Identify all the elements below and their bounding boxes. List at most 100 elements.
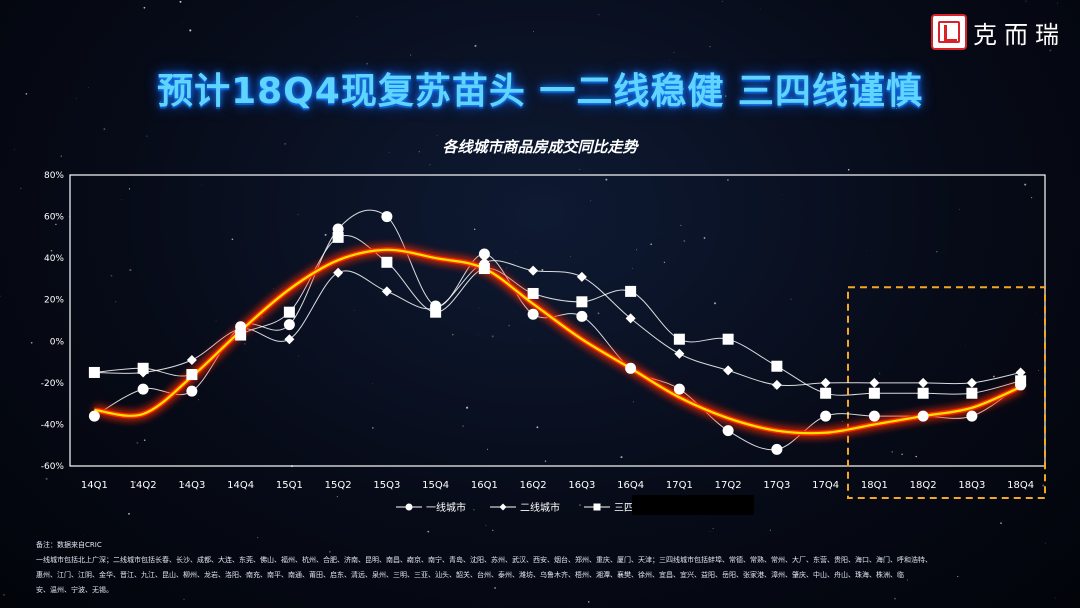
star <box>773 388 775 390</box>
star <box>1057 2 1058 4</box>
star <box>499 94 501 96</box>
star <box>853 82 855 84</box>
trend-line-glow <box>93 245 1023 438</box>
series-3-point <box>673 333 685 345</box>
series-1-point <box>771 443 783 455</box>
star <box>712 528 714 530</box>
star <box>891 451 893 453</box>
star <box>183 598 185 600</box>
series-2-point <box>1015 367 1026 378</box>
star <box>121 199 122 200</box>
series-3-point <box>576 296 588 308</box>
x-tick-label: 17Q4 <box>812 480 839 491</box>
star <box>50 249 53 252</box>
x-tick-label: 15Q3 <box>373 480 400 491</box>
footnote: 备注：数据来自CRIC 一线城市包括北上广深；二线城市包括长春、长沙、成都、大连… <box>36 538 1046 598</box>
star <box>1054 597 1056 599</box>
series-2-point <box>771 379 782 390</box>
forecast-highlight-box <box>847 286 1046 499</box>
series-3-point <box>88 366 100 378</box>
legend-marker <box>405 503 413 511</box>
star <box>598 14 600 16</box>
star <box>1045 542 1047 544</box>
star <box>259 576 261 578</box>
redaction-block <box>632 495 754 515</box>
star <box>529 340 530 342</box>
page-title: 预计18Q4现复苏苗头 一二线稳健 三四线谨慎 <box>157 71 923 112</box>
legend-label-1: 一线城市 <box>426 501 466 514</box>
star <box>159 101 161 103</box>
footnote-city-list: 一线城市包括北上广深；二线城市包括长春、长沙、成都、大连、东莞、佛山、福州、杭州… <box>36 556 932 564</box>
x-tick-label: 14Q4 <box>227 480 254 491</box>
star <box>769 529 771 531</box>
star <box>134 481 137 484</box>
star <box>143 439 146 441</box>
x-tick-label: 18Q4 <box>1007 480 1034 491</box>
x-tick-label: 15Q2 <box>325 480 352 491</box>
series-1-point <box>283 319 295 331</box>
star <box>115 301 117 303</box>
star <box>128 512 130 515</box>
star <box>336 496 339 498</box>
star <box>473 509 475 511</box>
brand-name: 克而瑞 <box>973 20 1066 49</box>
footnote-city-list-cont: 惠州、江门、江阴、金华、晋江、九江、昆山、柳州、龙岩、洛阳、南充、南平、南通、莆… <box>36 571 904 579</box>
x-tick-label: 17Q2 <box>715 480 742 491</box>
star <box>45 477 48 480</box>
star <box>298 355 299 357</box>
star <box>143 6 146 9</box>
star <box>110 274 113 277</box>
x-tick-label: 17Q3 <box>763 480 790 491</box>
series-3-point <box>332 231 344 243</box>
series-1-point <box>868 410 880 422</box>
brand-seal-icon <box>931 14 967 50</box>
star <box>215 320 217 322</box>
series-2-point <box>820 377 831 388</box>
star <box>297 213 299 215</box>
star <box>579 169 581 171</box>
star <box>760 8 762 10</box>
star <box>597 312 600 315</box>
series-3-point <box>381 256 393 268</box>
star <box>198 399 200 401</box>
star <box>992 375 995 378</box>
star <box>128 188 131 190</box>
star <box>650 243 653 246</box>
y-tick-label: -20% <box>41 379 65 389</box>
star <box>965 345 966 346</box>
series-2-point <box>674 348 685 359</box>
series-2-point <box>723 365 734 376</box>
legend-marker <box>499 503 507 511</box>
x-tick-label: 14Q1 <box>81 480 108 491</box>
star <box>703 237 706 239</box>
star <box>683 240 686 242</box>
footnote-city-list-end: 安、温州、宁波、无锡。 <box>36 586 113 594</box>
star <box>245 573 247 576</box>
star <box>146 135 148 137</box>
star <box>1049 49 1052 52</box>
legend-marker <box>593 503 601 511</box>
x-tick-label: 18Q1 <box>861 480 888 491</box>
star <box>958 208 960 210</box>
x-tick-label: 14Q3 <box>178 480 205 491</box>
series-3-point <box>186 369 198 381</box>
series-3-point <box>235 329 247 341</box>
series-line-1 <box>94 209 1021 451</box>
star <box>494 587 497 589</box>
star <box>533 31 534 33</box>
star <box>103 128 106 131</box>
star <box>231 238 234 241</box>
star <box>680 224 682 226</box>
series-1-point <box>186 385 198 397</box>
star <box>710 92 713 95</box>
star <box>129 269 132 272</box>
star <box>1024 183 1027 186</box>
star <box>915 455 917 458</box>
y-tick-label: 60% <box>44 213 64 223</box>
star <box>284 143 287 145</box>
x-tick-label: 18Q3 <box>958 480 985 491</box>
series-3-point <box>771 360 783 372</box>
star <box>492 529 494 532</box>
star <box>407 559 409 562</box>
star <box>508 324 510 327</box>
